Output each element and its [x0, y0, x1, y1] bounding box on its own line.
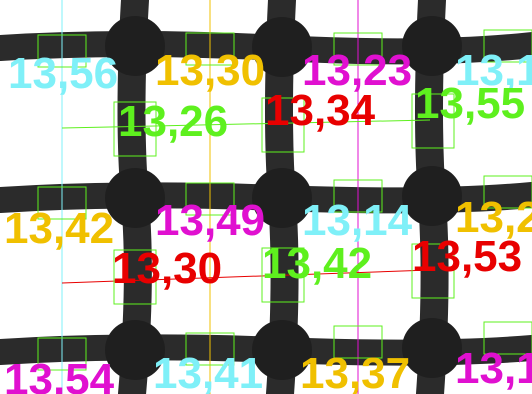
measurement-label: 13,37 — [300, 349, 410, 394]
measurement-label: 13,42 — [262, 239, 372, 288]
measurement-label: 13,49 — [155, 196, 265, 245]
measurement-label: 13,54 — [4, 355, 115, 394]
measurement-label: 13,14 — [302, 196, 413, 245]
measurement-label: 13,53 — [412, 232, 522, 281]
measurement-label: 13,30 — [155, 46, 265, 95]
measurement-label: 13,1 — [455, 344, 532, 393]
measurement-label: 13,41 — [153, 349, 263, 394]
measurement-label: 13,56 — [8, 49, 118, 98]
measurement-label: 13,55 — [415, 79, 525, 128]
measurement-label: 13,34 — [265, 86, 376, 135]
net-image: 13,5613,3013,2313,113,2613,3413,5513,421… — [0, 0, 532, 394]
measurement-label: 13,30 — [112, 244, 222, 293]
measurement-label: 13,26 — [118, 97, 228, 146]
measurement-label: 13,42 — [4, 204, 114, 253]
